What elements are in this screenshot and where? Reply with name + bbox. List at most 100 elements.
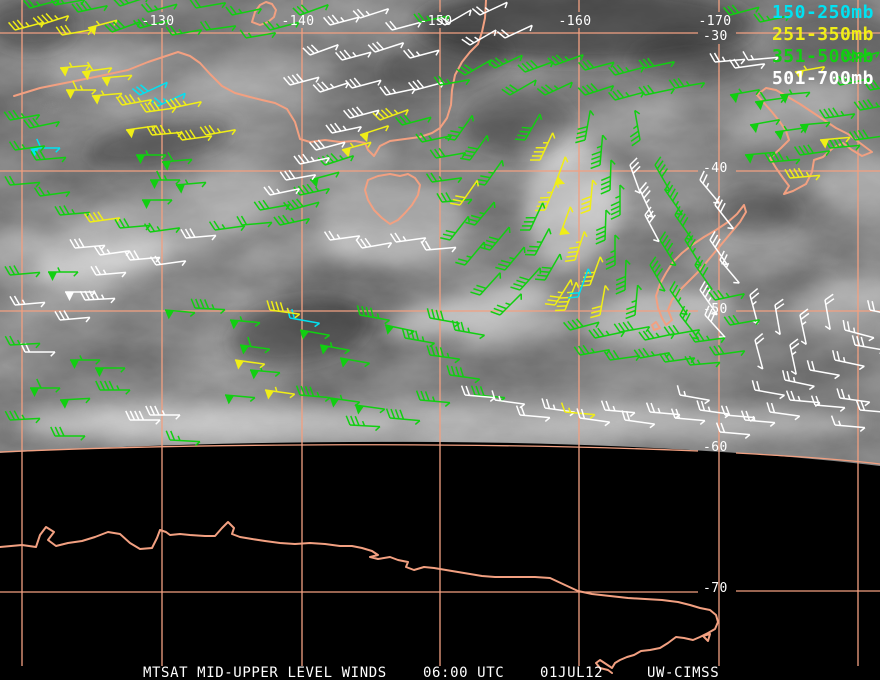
- wind-barb: [842, 49, 880, 61]
- wind-barb: [433, 75, 471, 86]
- wind-barb: [806, 360, 840, 380]
- wind-barb: [853, 99, 880, 111]
- wind-barb: [621, 410, 656, 429]
- wind-barb: [554, 156, 569, 186]
- cloud-bright-blob: [235, 230, 365, 274]
- wind-barb: [819, 136, 851, 149]
- wind-barb: [33, 186, 71, 198]
- wind-barb: [279, 169, 317, 181]
- wind-barb: [740, 410, 776, 428]
- wind-barb: [425, 172, 463, 184]
- wind-barb: [460, 134, 489, 161]
- wind-barb: [139, 101, 177, 114]
- wind-barb: [577, 83, 615, 96]
- cloud-dark-blob: [630, 36, 750, 84]
- wind-barb: [607, 89, 645, 101]
- wind-barb: [629, 109, 641, 147]
- wind-barb: [749, 119, 781, 134]
- wind-barb: [4, 410, 41, 424]
- legend-item-150-250mb: 150-250mb: [771, 2, 874, 23]
- wind-barb: [101, 74, 133, 87]
- wind-barb: [385, 408, 421, 426]
- wind-barb: [436, 9, 472, 26]
- wind-barb: [629, 157, 641, 194]
- wind-barb: [475, 159, 504, 186]
- wind-barb: [575, 110, 595, 144]
- wind-barb: [264, 386, 296, 400]
- coastline: [702, 633, 711, 642]
- wind-barb: [239, 29, 277, 39]
- wind-barb: [4, 175, 41, 188]
- wind-barb: [753, 12, 790, 23]
- wind-barb: [325, 122, 362, 134]
- wind-barb: [530, 132, 556, 161]
- wind-barb: [323, 230, 361, 242]
- wind-barb: [354, 404, 386, 415]
- wind-barb: [180, 228, 217, 241]
- wind-barb: [638, 57, 675, 69]
- wind-barb: [658, 351, 696, 364]
- wind-barb: [426, 308, 460, 328]
- wind-barb: [90, 265, 127, 278]
- cloud-dark-blob: [86, 118, 234, 166]
- wind-barb: [824, 293, 835, 331]
- wind-barb: [293, 153, 330, 165]
- wind-barb: [161, 152, 193, 171]
- cloud-dark-blob: [780, 10, 880, 70]
- wind-barb: [520, 202, 546, 231]
- wind-barb: [719, 250, 740, 284]
- grid-label-lon: -150: [420, 14, 453, 29]
- wind-barb: [282, 198, 320, 211]
- wind-barb: [491, 390, 526, 409]
- wind-barb: [779, 89, 811, 104]
- wind-barb: [799, 308, 810, 345]
- coastline: [756, 87, 873, 195]
- wind-barb: [401, 328, 435, 348]
- cloud-bright-blob: [175, 51, 335, 105]
- wind-barb: [175, 179, 207, 194]
- wind-barb: [495, 246, 526, 271]
- wind-barb: [456, 59, 492, 76]
- wind-barb: [784, 167, 821, 181]
- wind-barb: [600, 159, 616, 195]
- parallel-line: [735, 452, 880, 465]
- wind-barb: [54, 310, 91, 323]
- wind-barb: [600, 400, 636, 418]
- wind-barb: [293, 183, 330, 196]
- wind-barb: [140, 2, 178, 13]
- wind-barb: [415, 390, 451, 408]
- wind-barb: [239, 336, 271, 355]
- wind-barb: [603, 349, 641, 362]
- grid-label-lon: -130: [142, 14, 175, 29]
- wind-barb: [722, 4, 760, 16]
- wind-barb: [855, 400, 880, 413]
- wind-barb: [832, 350, 865, 371]
- wind-barb: [564, 231, 588, 262]
- wind-barb: [842, 320, 875, 342]
- wind-barb: [704, 305, 726, 339]
- wind-barb: [249, 366, 281, 380]
- wind-barb: [384, 20, 422, 31]
- wind-barb: [451, 320, 485, 340]
- grid-labels: -130 -140 -150 -160 -170-30 -40 -50 -60 -70: [142, 14, 732, 596]
- wind-barb: [394, 114, 432, 126]
- caption-source: UW-CIMSS: [647, 665, 720, 680]
- wind-barb: [659, 231, 677, 267]
- wind-barb: [142, 199, 173, 209]
- cloud-bright-blob: [788, 277, 880, 327]
- wind-barb: [302, 44, 339, 56]
- wind-barb: [534, 253, 563, 281]
- wind-barb: [848, 129, 880, 141]
- wind-barb: [165, 97, 202, 109]
- wind-barb: [729, 88, 761, 104]
- wind-barb: [810, 395, 846, 413]
- wind-barb: [125, 410, 161, 425]
- wind-barb: [465, 201, 496, 226]
- parallel-line: [0, 444, 699, 453]
- wind-barb: [567, 268, 592, 299]
- wind-barb: [751, 380, 785, 400]
- wind-barb: [309, 171, 340, 188]
- wind-barb: [413, 12, 450, 23]
- wind-barb: [674, 205, 693, 241]
- grid-label-lat: -70: [703, 581, 728, 596]
